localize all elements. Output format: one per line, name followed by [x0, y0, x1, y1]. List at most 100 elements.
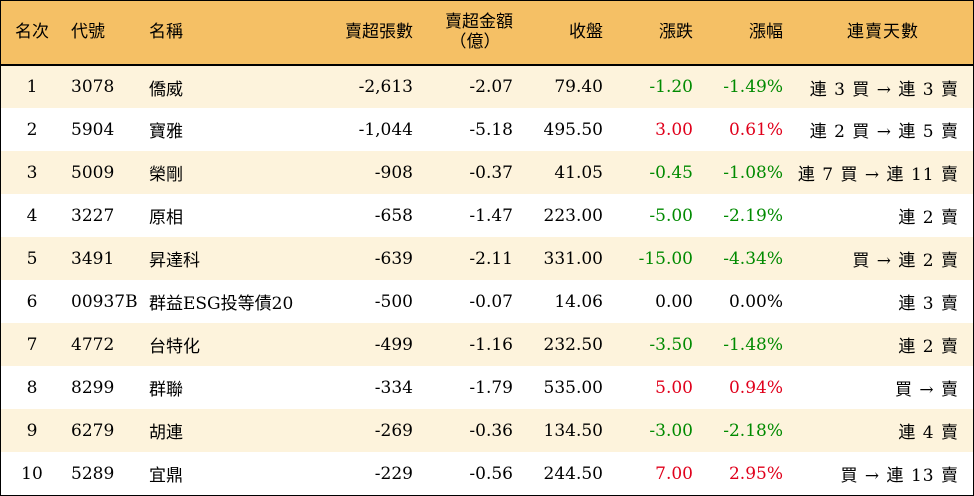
- header-name: 名稱: [149, 21, 183, 42]
- cell-net-sell-amount: -1.16: [469, 334, 513, 355]
- header-net-sell-amount-line2: （億）: [449, 31, 501, 52]
- cell-name: 胡連: [149, 423, 183, 443]
- cell-rank: 10: [21, 463, 43, 484]
- cell-change-pct: 0.00%: [728, 291, 783, 312]
- cell-net-sell-lots: -908: [374, 162, 413, 183]
- cell-change-pct: -4.34%: [723, 248, 783, 269]
- cell-rank: 2: [26, 119, 38, 140]
- cell-close: 134.50: [543, 420, 603, 441]
- cell-rank: 5: [26, 248, 38, 269]
- cell-net-sell-lots: -639: [374, 248, 413, 269]
- cell-code: 6279: [71, 420, 115, 441]
- cell-net-sell-lots: -499: [374, 334, 413, 355]
- cell-change-pct: 2.95%: [728, 463, 783, 484]
- cell-change-pct: 0.94%: [728, 377, 783, 398]
- header-change-pct: 漲幅: [749, 21, 783, 42]
- cell-net-sell-lots: -334: [374, 377, 413, 398]
- cell-change: 3.00: [655, 119, 693, 140]
- cell-net-sell-amount: -1.47: [469, 205, 513, 226]
- cell-close: 331.00: [543, 248, 603, 269]
- cell-close: 14.06: [554, 291, 603, 312]
- cell-rank: 6: [26, 291, 38, 312]
- cell-close: 535.00: [543, 377, 603, 398]
- cell-code: 5904: [71, 119, 115, 140]
- cell-net-sell-amount: -1.79: [469, 377, 513, 398]
- header-close: 收盤: [569, 21, 603, 42]
- cell-net-sell-amount: -0.07: [469, 291, 513, 312]
- cell-code: 3227: [71, 205, 115, 226]
- cell-code: 5289: [71, 463, 115, 484]
- cell-streak: 連 2 賣: [898, 337, 959, 357]
- cell-code: 5009: [71, 162, 115, 183]
- header-net-sell-amount-line1: 賣超金額: [445, 11, 513, 32]
- table-row: 8 8299 群聯 -334 -1.79 535.00 5.00 0.94% 買 → 賣: [1, 366, 973, 409]
- cell-streak: 連 4 賣: [898, 423, 959, 443]
- header-code: 代號: [71, 21, 105, 42]
- cell-close: 223.00: [543, 205, 603, 226]
- cell-change: -3.00: [649, 420, 693, 441]
- cell-change-pct: -1.48%: [723, 334, 783, 355]
- cell-net-sell-amount: -2.11: [469, 248, 513, 269]
- cell-name: 群益ESG投等債20: [149, 294, 294, 314]
- cell-streak: 連 2 賣: [898, 208, 959, 228]
- header-change: 漲跌: [659, 21, 693, 42]
- cell-net-sell-lots: -658: [374, 205, 413, 226]
- cell-name: 台特化: [149, 337, 200, 357]
- cell-net-sell-lots: -500: [374, 291, 413, 312]
- cell-net-sell-lots: -2,613: [358, 77, 413, 97]
- table-row: 2 5904 寶雅 -1,044 -5.18 495.50 3.00 0.61% 連 2 買 →…: [1, 108, 973, 151]
- cell-streak: 買 → 賣: [894, 380, 959, 400]
- cell-change: -5.00: [649, 205, 693, 226]
- cell-streak: 連 2 買 → 連 5 賣: [809, 122, 959, 142]
- table-row: 9 6279 胡連 -269 -0.36 134.50 -3.00 -2.18% 連 4 賣: [1, 409, 973, 452]
- cell-change: -1.20: [649, 77, 693, 97]
- cell-net-sell-lots: -1,044: [358, 119, 413, 140]
- cell-streak: 連 3 賣: [898, 294, 959, 314]
- cell-close: 244.50: [543, 463, 603, 484]
- cell-change-pct: -2.19%: [723, 205, 783, 226]
- table-row: 6 00937B 群益ESG投等債20 -500 -0.07 14.06 0.00 0.00%…: [1, 280, 973, 323]
- cell-close: 41.05: [554, 162, 603, 183]
- cell-rank: 3: [26, 162, 38, 183]
- cell-close: 232.50: [543, 334, 603, 355]
- cell-net-sell-amount: -0.56: [469, 463, 513, 484]
- header-row: 名次 代號 名稱 賣超張數 賣超金額 （億） 收盤 漲跌 漲幅 連賣天數: [1, 1, 973, 65]
- header-streak: 連賣天數: [847, 21, 919, 42]
- cell-net-sell-amount: -2.07: [469, 77, 513, 97]
- cell-code: 4772: [71, 334, 115, 355]
- cell-name: 僑威: [149, 79, 183, 100]
- cell-net-sell-amount: -0.37: [469, 162, 513, 183]
- cell-net-sell-amount: -0.36: [469, 420, 513, 441]
- cell-name: 昇達科: [149, 251, 200, 271]
- table-row: 3 5009 榮剛 -908 -0.37 41.05 -0.45 -1.08% 連 7 買 → …: [1, 151, 973, 194]
- cell-code: 00937B: [71, 291, 138, 312]
- cell-rank: 4: [26, 205, 38, 226]
- cell-change: -3.50: [649, 334, 693, 355]
- cell-streak: 連 3 買 → 連 3 賣: [809, 79, 959, 100]
- cell-change: 0.00: [655, 291, 693, 312]
- table-row: 4 3227 原相 -658 -1.47 223.00 -5.00 -2.19% 連 2 賣: [1, 194, 973, 237]
- cell-change-pct: -1.08%: [723, 162, 783, 183]
- cell-change-pct: -2.18%: [723, 420, 783, 441]
- cell-name: 原相: [149, 208, 183, 228]
- cell-change-pct: 0.61%: [728, 119, 783, 140]
- cell-rank: 9: [26, 420, 38, 441]
- cell-close: 495.50: [543, 119, 603, 140]
- cell-streak: 連 7 買 → 連 11 賣: [797, 165, 959, 185]
- cell-net-sell-lots: -269: [374, 420, 413, 441]
- cell-rank: 7: [26, 334, 38, 355]
- cell-streak: 買 → 連 2 賣: [852, 251, 959, 271]
- header-net-sell-amount: 賣超金額 （億）: [423, 1, 523, 65]
- cell-change: -0.45: [649, 162, 693, 183]
- cell-code: 3078: [71, 77, 115, 97]
- table-row: 10 5289 宜鼎 -229 -0.56 244.50 7.00 2.95% 買 → 連 13…: [1, 452, 973, 495]
- cell-streak: 買 → 連 13 賣: [840, 466, 959, 486]
- cell-rank: 1: [26, 77, 38, 97]
- header-rank: 名次: [15, 21, 49, 42]
- cell-net-sell-amount: -5.18: [469, 119, 513, 140]
- cell-change: 5.00: [655, 377, 693, 398]
- cell-name: 寶雅: [149, 122, 183, 142]
- table-row: 5 3491 昇達科 -639 -2.11 331.00 -15.00 -4.34% 買 → 連…: [1, 237, 973, 280]
- cell-rank: 8: [26, 377, 38, 398]
- cell-change: -15.00: [638, 248, 693, 269]
